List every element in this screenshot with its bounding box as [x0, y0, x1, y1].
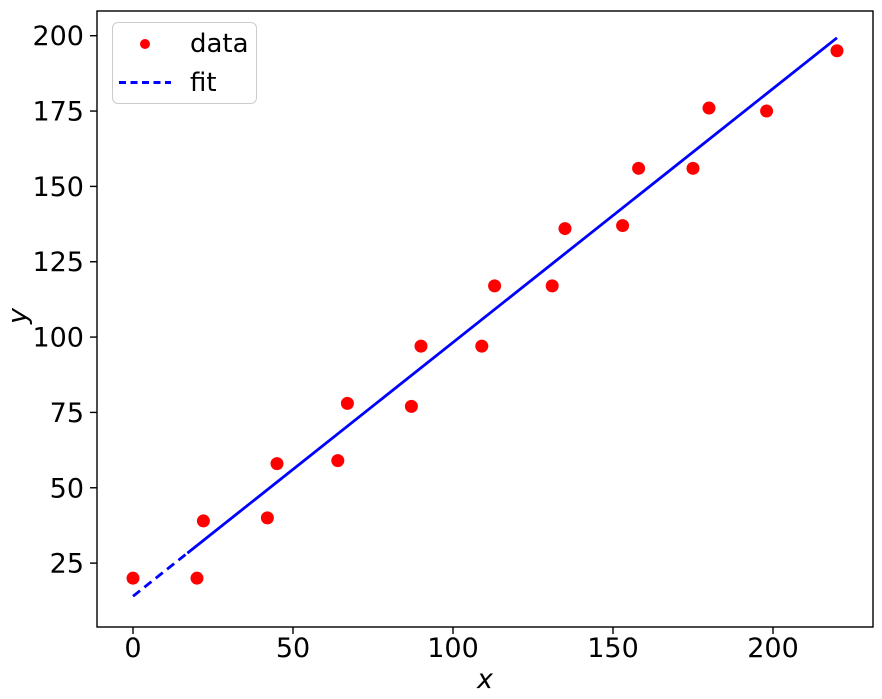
plot-frame — [96, 10, 874, 628]
legend: data fit — [112, 22, 257, 104]
fit-line-dashed-segment — [132, 552, 189, 598]
legend-label-fit: fit — [190, 67, 217, 98]
y-tick-label: 175 — [32, 97, 84, 128]
data-point — [196, 514, 210, 528]
dashed-line-icon — [119, 81, 171, 84]
data-point — [686, 161, 700, 175]
data-point — [260, 511, 274, 525]
data-point — [475, 339, 489, 353]
legend-entry-fit: fit — [113, 64, 256, 101]
data-point — [488, 279, 502, 293]
data-point — [558, 222, 572, 236]
x-tick-label: 200 — [747, 633, 799, 664]
legend-label-data: data — [190, 28, 249, 59]
data-point — [760, 104, 774, 118]
fit-line-solid-segment — [186, 36, 838, 555]
x-tick-label: 150 — [587, 633, 639, 664]
data-point — [632, 161, 646, 175]
legend-marker-cell — [113, 38, 177, 49]
x-axis-label: x — [477, 664, 493, 695]
y-tick-label: 125 — [32, 247, 84, 278]
data-point — [830, 44, 844, 58]
data-point — [545, 279, 559, 293]
scatter-marker-icon — [140, 38, 150, 49]
y-tick-label: 100 — [32, 323, 84, 354]
data-point — [340, 396, 354, 410]
x-tick-label: 0 — [124, 633, 141, 664]
y-tick-label: 75 — [50, 398, 84, 429]
y-tick-label: 150 — [32, 172, 84, 203]
y-tick-label: 25 — [50, 549, 84, 580]
y-tick-label: 200 — [32, 21, 84, 52]
data-point — [414, 339, 428, 353]
legend-entry-data: data — [113, 25, 256, 62]
data-point — [331, 454, 345, 468]
data-point — [190, 571, 204, 585]
y-axis-label: y — [2, 308, 34, 324]
data-point — [616, 219, 630, 233]
data-point — [702, 101, 716, 115]
data-point — [126, 571, 140, 585]
y-tick-label: 50 — [50, 473, 84, 504]
data-point — [404, 399, 418, 413]
x-tick-label: 50 — [276, 633, 310, 664]
data-point — [270, 457, 284, 471]
x-tick-label: 100 — [427, 633, 479, 664]
legend-marker-cell — [113, 81, 177, 84]
